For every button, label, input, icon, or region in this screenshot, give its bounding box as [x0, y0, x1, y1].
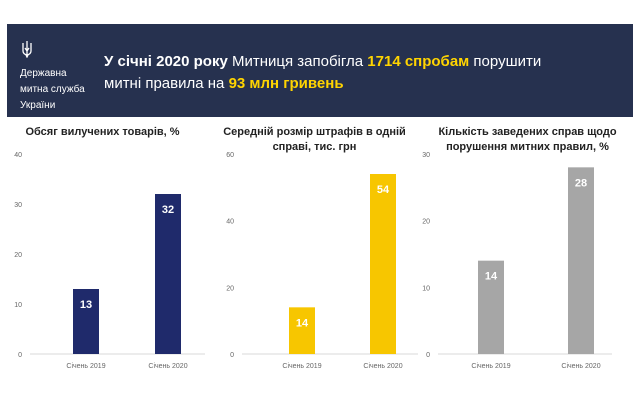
- bar: [568, 167, 594, 354]
- y-tick-label: 60: [226, 152, 234, 159]
- category-label: Січень 2020: [363, 362, 402, 370]
- headline-amount: 93 млн гривень: [228, 75, 344, 92]
- bar-value-label: 32: [162, 204, 174, 216]
- chart-title-fines: Середній розмір штрафів в одній справі, …: [223, 126, 406, 153]
- category-label: Січень 2020: [561, 362, 600, 370]
- y-tick-label: 0: [426, 352, 430, 359]
- bar: [478, 260, 504, 354]
- y-tick-label: 40: [14, 152, 22, 159]
- bar: [155, 194, 181, 354]
- chart-title-cases: Кількість заведених справ щодо порушення…: [438, 126, 617, 153]
- headline-text: митні правила на: [104, 75, 229, 92]
- agency-name: Державна митна служба України: [20, 66, 85, 114]
- bar-value-label: 14: [296, 317, 309, 329]
- headline-text: порушити: [469, 53, 542, 70]
- agency-line: України: [20, 100, 56, 111]
- category-label: Січень 2019: [66, 362, 105, 370]
- bar: [73, 289, 99, 354]
- y-tick-label: 0: [18, 352, 22, 359]
- y-tick-label: 10: [14, 302, 22, 309]
- agency-line: Державна: [20, 68, 67, 79]
- headline: У січні 2020 року Митниця запобігла 1714…: [104, 51, 624, 95]
- y-tick-label: 0: [230, 352, 234, 359]
- bar-value-label: 28: [575, 177, 587, 189]
- bar: [289, 307, 315, 354]
- trident-icon: [22, 41, 32, 58]
- bar-value-label: 14: [485, 271, 498, 283]
- bar: [370, 174, 396, 354]
- agency-line: митна служба: [20, 84, 85, 95]
- y-tick-label: 10: [422, 285, 430, 292]
- y-tick-label: 30: [14, 202, 22, 209]
- headline-date: У січні 2020 року: [104, 53, 228, 70]
- bar-value-label: 54: [377, 184, 390, 196]
- headline-text: Митниця запобігла: [227, 53, 368, 70]
- header-banner: Державна митна служба України У січні 20…: [7, 24, 633, 117]
- category-label: Січень 2019: [471, 362, 510, 370]
- category-label: Січень 2019: [282, 362, 321, 370]
- y-tick-label: 20: [422, 219, 430, 226]
- y-tick-label: 20: [226, 285, 234, 292]
- headline-count: 1714 спробам: [367, 53, 470, 70]
- bar-value-label: 13: [80, 299, 92, 311]
- y-tick-label: 30: [422, 152, 430, 159]
- y-tick-label: 20: [14, 252, 22, 259]
- category-label: Січень 2020: [148, 362, 187, 370]
- chart-title-goods: Обсяг вилучених товарів, %: [25, 126, 180, 138]
- y-tick-label: 40: [226, 219, 234, 226]
